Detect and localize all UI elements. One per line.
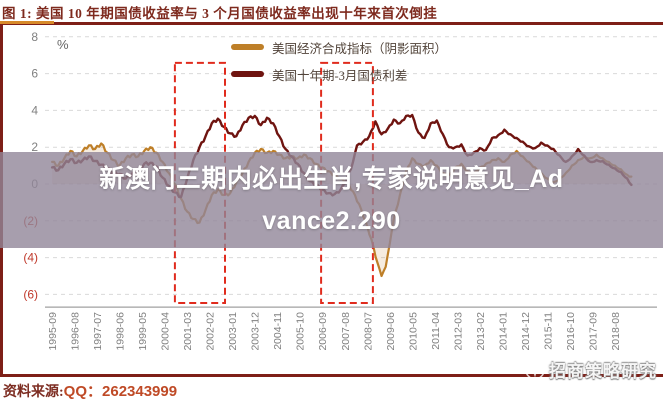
svg-text:2006-09: 2006-09 (317, 312, 329, 351)
chart-legend: 美国经济合成指标（阴影面积） 美国十年期-3月国债利差 (231, 36, 447, 90)
svg-text:2014-01: 2014-01 (497, 312, 509, 351)
svg-text:2014-12: 2014-12 (520, 312, 532, 351)
svg-text:2: 2 (31, 140, 38, 154)
svg-text:1998-06: 1998-06 (115, 312, 127, 351)
svg-text:2003-12: 2003-12 (250, 312, 262, 351)
ad-banner-line1: 新澳门三期内必出生肖,专家说明意见_Ad (99, 165, 564, 193)
legend-swatch-composite-icon (231, 44, 264, 50)
svg-text:1995-09: 1995-09 (47, 312, 59, 351)
svg-text:(4): (4) (23, 251, 38, 265)
legend-swatch-spread-icon (231, 71, 264, 77)
svg-text:2011-04: 2011-04 (430, 312, 442, 350)
svg-text:1997-07: 1997-07 (92, 312, 104, 351)
svg-text:(6): (6) (23, 287, 38, 301)
svg-text:6: 6 (31, 67, 38, 81)
y-axis-unit-label: % (57, 37, 69, 52)
svg-text:2008-07: 2008-07 (362, 312, 374, 351)
legend-label-spread: 美国十年期-3月国债利差 (272, 68, 408, 83)
svg-text:2016-10: 2016-10 (565, 312, 577, 351)
svg-text:2002-02: 2002-02 (205, 312, 217, 351)
svg-text:2015-11: 2015-11 (542, 312, 554, 350)
svg-text:2017-09: 2017-09 (588, 312, 600, 351)
svg-text:2013-02: 2013-02 (475, 312, 487, 351)
svg-text:2000-04: 2000-04 (160, 312, 172, 351)
svg-text:2004-11: 2004-11 (272, 312, 284, 350)
watermark-logo-icon (525, 359, 545, 380)
svg-text:8: 8 (31, 30, 38, 44)
title-rule (0, 22, 663, 25)
legend-item-composite: 美国经济合成指标（阴影面积） (231, 36, 447, 58)
watermark-label: 招商策略研究 (549, 362, 657, 381)
ad-overlay-banner[interactable]: 新澳门三期内必出生肖,专家说明意见_Ad vance2.290 (0, 152, 663, 248)
svg-text:2003-01: 2003-01 (227, 312, 239, 351)
svg-text:1999-05: 1999-05 (137, 312, 149, 351)
svg-text:2018-08: 2018-08 (610, 312, 622, 351)
source-prefix: 资料来源: (3, 385, 64, 400)
svg-text:2005-10: 2005-10 (295, 312, 307, 351)
watermark: 招商策略研究 (524, 357, 657, 382)
svg-text:2009-06: 2009-06 (385, 312, 397, 351)
legend-item-spread: 美国十年期-3月国债利差 (231, 63, 447, 85)
source-qq: QQ：262343999 (63, 383, 178, 400)
svg-text:1996-08: 1996-08 (70, 312, 82, 351)
source-line: 资料来源:QQ：262343999 (3, 380, 177, 400)
svg-text:2010-05: 2010-05 (407, 312, 419, 351)
legend-label-composite: 美国经济合成指标（阴影面积） (272, 41, 448, 56)
svg-text:2007-08: 2007-08 (340, 312, 352, 351)
svg-text:2012-03: 2012-03 (452, 312, 464, 351)
ad-banner-line2: vance2.290 (262, 207, 401, 235)
figure-title: 图 1: 美国 10 年期国债收益率与 3 个月国债收益率出现十年来首次倒挂 (2, 6, 438, 21)
bottom-rule (0, 374, 663, 377)
title-rule-accent (0, 21, 54, 24)
svg-text:4: 4 (31, 103, 38, 117)
svg-text:2001-03: 2001-03 (182, 312, 194, 351)
